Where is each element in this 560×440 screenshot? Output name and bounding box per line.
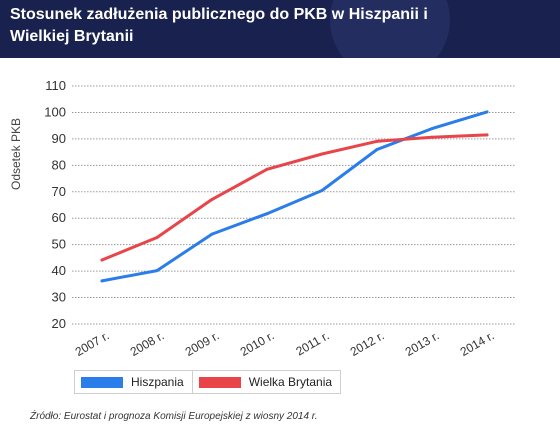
legend-swatch-wielka-brytania (198, 376, 241, 388)
chart-title: Stosunek zadłużenia publicznego do PKB w… (10, 6, 428, 45)
line-chart: 20 30 40 50 60 70 80 90 100 110 2007 r. 2008 r. 2009… (44, 78, 515, 359)
legend-item-wielka-brytania: Wielka Brytania (191, 371, 340, 393)
x-tick-label: 2013 r. (403, 328, 442, 358)
data-point (265, 212, 269, 216)
y-tick-label: 70 (52, 184, 66, 199)
data-point (265, 167, 269, 171)
x-tick-label: 2007 r. (73, 328, 112, 358)
x-tick-label: 2010 r. (238, 328, 277, 358)
data-point (210, 232, 214, 236)
data-point (155, 269, 159, 273)
y-tick-label: 60 (52, 210, 66, 225)
legend-label-wielka-brytania: Wielka Brytania (248, 375, 333, 389)
header-decoration (330, 0, 450, 58)
data-point (320, 152, 324, 156)
data-point (320, 188, 324, 192)
x-tick-label: 2012 r. (348, 328, 387, 358)
series-line-hiszpania (100, 110, 489, 283)
x-tick-label: 2008 r. (128, 328, 167, 358)
legend-label-hiszpania: Hiszpania (131, 375, 184, 389)
y-tick-label: 100 (44, 104, 66, 119)
data-point (430, 135, 434, 139)
y-tick-label: 30 (52, 290, 66, 305)
data-point (155, 236, 159, 240)
legend-item-hiszpania: Hiszpania (75, 371, 192, 393)
chart-header: Stosunek zadłużenia publicznego do PKB w… (0, 0, 560, 58)
y-tick-label: 20 (52, 316, 66, 331)
source-note: Źródło: Eurostat i prognoza Komisji Euro… (30, 411, 318, 422)
y-tick-label: 110 (45, 78, 66, 93)
legend-swatch-hiszpania (81, 376, 123, 388)
y-tick-label: 40 (52, 263, 66, 278)
x-tick-label: 2009 r. (183, 328, 222, 358)
data-point (100, 258, 104, 262)
data-point (210, 197, 214, 201)
series-line-wielka-brytania (100, 133, 489, 262)
data-point (375, 139, 379, 143)
data-point (485, 133, 489, 137)
data-point (430, 127, 434, 131)
x-tick-label: 2011 r. (293, 328, 331, 358)
y-tick-label: 90 (52, 131, 66, 146)
legend: Hiszpania Wielka Brytania (74, 370, 342, 394)
y-tick-label: 80 (52, 157, 66, 172)
data-point (485, 110, 489, 114)
y-tick-label: 50 (52, 237, 66, 252)
x-tick-label: 2014 r. (458, 328, 497, 358)
data-point (375, 147, 379, 151)
data-point (100, 279, 104, 283)
